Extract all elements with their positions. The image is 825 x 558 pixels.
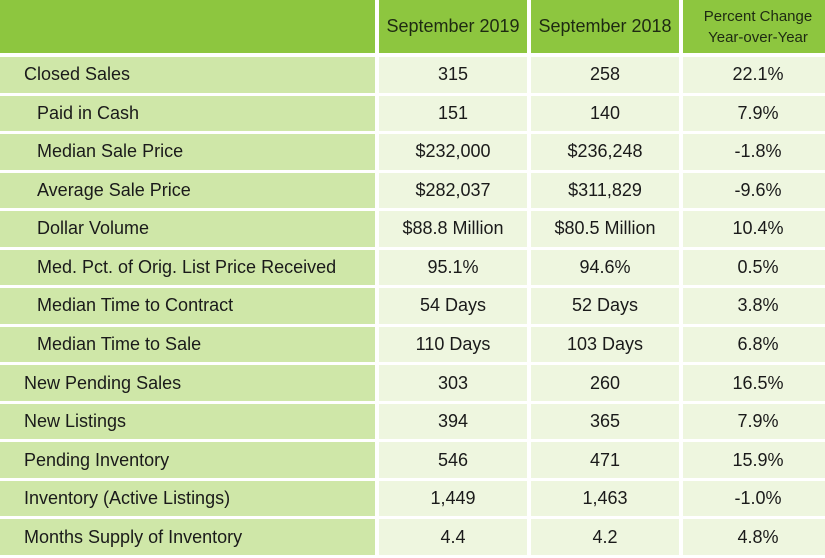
header-september-2018: September 2018 bbox=[531, 0, 679, 57]
header-percent-change-label: Percent Change Year-over-Year bbox=[704, 6, 812, 48]
header-blank-cell bbox=[0, 0, 375, 57]
value-pct-change: 0.5% bbox=[683, 249, 825, 289]
header-percent-change-line-1: Percent Change bbox=[703, 7, 813, 25]
value-pct-change: 22.1% bbox=[683, 57, 825, 96]
value-sep-2018: 52 Days bbox=[531, 288, 679, 327]
row-label: Pending Inventory bbox=[0, 442, 375, 481]
row-label: New Pending Sales bbox=[0, 365, 375, 404]
value-sep-2019: 54 Days bbox=[379, 288, 527, 327]
value-sep-2018: 258 bbox=[531, 57, 679, 96]
row-label: New Listings bbox=[0, 403, 375, 443]
value-pct-change: 10.4% bbox=[683, 211, 825, 250]
value-sep-2019: 1,449 bbox=[379, 480, 527, 520]
value-sep-2018: 103 Days bbox=[531, 326, 679, 366]
header-percent-change: Percent Change Year-over-Year bbox=[683, 0, 825, 57]
header-september-2018-label: September 2018 bbox=[538, 16, 672, 36]
value-pct-change: 7.9% bbox=[683, 95, 825, 135]
value-sep-2018: 140 bbox=[531, 95, 679, 135]
value-sep-2018: 260 bbox=[531, 365, 679, 404]
row-label: Inventory (Active Listings) bbox=[0, 480, 375, 520]
value-sep-2019: 95.1% bbox=[379, 249, 527, 289]
value-sep-2019: 303 bbox=[379, 365, 527, 404]
value-sep-2018: 4.2 bbox=[531, 519, 679, 558]
header-september-2019-label: September 2019 bbox=[386, 16, 520, 36]
value-pct-change: 4.8% bbox=[683, 519, 825, 558]
value-sep-2019: 546 bbox=[379, 442, 527, 481]
value-sep-2018: 471 bbox=[531, 442, 679, 481]
value-pct-change: -1.8% bbox=[683, 134, 825, 173]
value-sep-2018: $311,829 bbox=[531, 172, 679, 212]
row-label: Med. Pct. of Orig. List Price Received bbox=[0, 249, 375, 289]
value-pct-change: 6.8% bbox=[683, 326, 825, 366]
row-label: Dollar Volume bbox=[0, 211, 375, 250]
value-pct-change: -1.0% bbox=[683, 480, 825, 520]
value-sep-2019: 110 Days bbox=[379, 326, 527, 366]
value-sep-2019: 151 bbox=[379, 95, 527, 135]
value-pct-change: 3.8% bbox=[683, 288, 825, 327]
value-sep-2018: $236,248 bbox=[531, 134, 679, 173]
value-sep-2019: $88.8 Million bbox=[379, 211, 527, 250]
value-sep-2019: 315 bbox=[379, 57, 527, 96]
row-label: Closed Sales bbox=[0, 57, 375, 96]
value-pct-change: -9.6% bbox=[683, 172, 825, 212]
value-sep-2019: $232,000 bbox=[379, 134, 527, 173]
row-label: Months Supply of Inventory bbox=[0, 519, 375, 558]
value-sep-2019: $282,037 bbox=[379, 172, 527, 212]
row-label: Median Time to Sale bbox=[0, 326, 375, 366]
value-pct-change: 16.5% bbox=[683, 365, 825, 404]
value-pct-change: 7.9% bbox=[683, 403, 825, 443]
value-sep-2019: 394 bbox=[379, 403, 527, 443]
value-pct-change: 15.9% bbox=[683, 442, 825, 481]
row-label: Median Sale Price bbox=[0, 134, 375, 173]
value-sep-2018: 1,463 bbox=[531, 480, 679, 520]
row-label: Paid in Cash bbox=[0, 95, 375, 135]
value-sep-2018: $80.5 Million bbox=[531, 211, 679, 250]
value-sep-2018: 94.6% bbox=[531, 249, 679, 289]
value-sep-2019: 4.4 bbox=[379, 519, 527, 558]
value-sep-2018: 365 bbox=[531, 403, 679, 443]
row-label: Average Sale Price bbox=[0, 172, 375, 212]
row-label: Median Time to Contract bbox=[0, 288, 375, 327]
header-percent-change-line-2: Year-over-Year bbox=[708, 28, 808, 46]
header-september-2019: September 2019 bbox=[379, 0, 527, 57]
